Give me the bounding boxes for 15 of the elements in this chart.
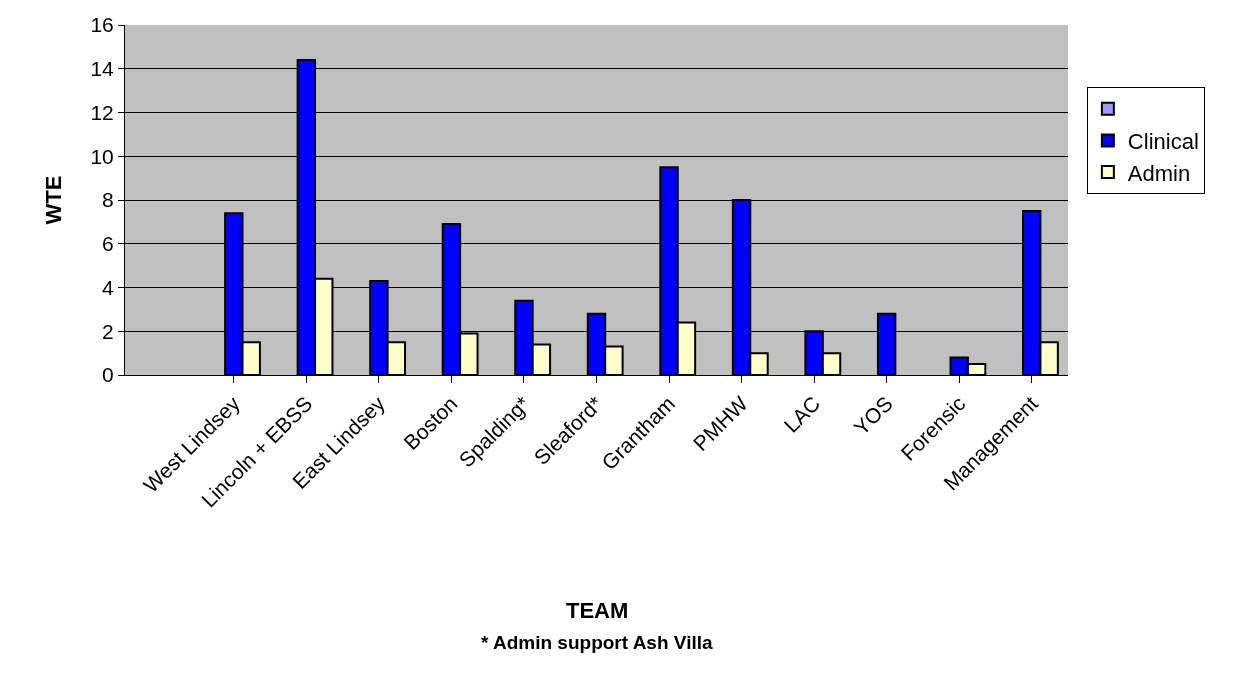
y-tick-label: 6 — [102, 232, 114, 256]
x-tick-label: YOS — [849, 391, 897, 440]
y-tick-label: 8 — [102, 188, 114, 212]
y-tick-label: 0 — [102, 363, 114, 387]
y-tick-label: 2 — [102, 319, 114, 343]
y-axis-title: WTE — [41, 175, 67, 225]
y-tick-label: 4 — [102, 275, 115, 299]
text: * Admin support Ash Villa — [481, 632, 713, 653]
y-tick-label: 12 — [90, 100, 114, 124]
y-tick-label: 10 — [90, 144, 114, 168]
y-tick-label: 16 — [90, 13, 114, 37]
y-tick-label: 14 — [90, 57, 115, 81]
legend-label: Admin — [1127, 160, 1191, 186]
x-axis-title: TEAM — [566, 598, 629, 623]
legend-label: Clinical — [1127, 128, 1199, 154]
